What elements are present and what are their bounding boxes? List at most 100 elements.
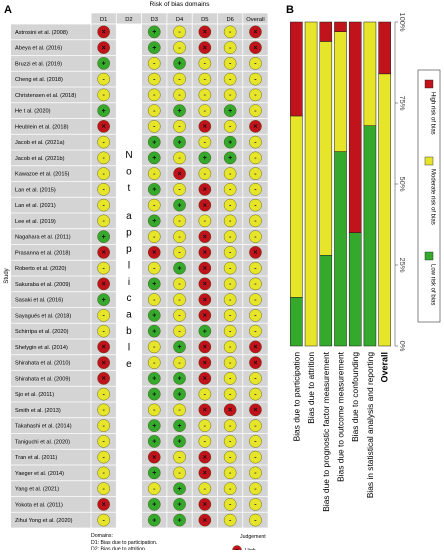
study-label: Sasaki et al. (2016) (15, 298, 63, 304)
risk-circle-d1 (97, 356, 110, 369)
risk-symbol: × (102, 250, 106, 257)
risk-circle-d4 (173, 135, 186, 149)
risk-symbol: - (178, 281, 181, 288)
risk-symbol: - (178, 328, 181, 335)
risk-symbol: × (203, 234, 207, 241)
risk-symbol: + (178, 108, 182, 115)
risk-circle-d6 (223, 356, 237, 369)
risk-symbol: - (153, 124, 156, 131)
risk-circle-d6 (223, 450, 237, 464)
risk-symbol: - (254, 517, 257, 524)
risk-circle-overall (249, 198, 262, 212)
risk-circle-overall (249, 72, 262, 86)
risk-symbol: + (152, 155, 156, 162)
category-label: Overall (380, 352, 390, 383)
risk-circle-d5 (198, 309, 212, 322)
risk-circle-d4 (173, 387, 186, 401)
risk-symbol: - (153, 108, 156, 115)
risk-symbol: - (254, 454, 257, 461)
risk-circle-d4 (173, 309, 186, 322)
risk-symbol: - (254, 297, 257, 304)
risk-circle-d4 (173, 104, 186, 117)
risk-symbol: + (178, 502, 182, 509)
risk-symbol: × (253, 407, 257, 414)
risk-circle-d3 (147, 513, 161, 527)
bar-segment-low-risk-of-bias (334, 151, 347, 347)
risk-circle-d1 (97, 261, 110, 275)
bar-segment-low-risk-of-bias (363, 125, 377, 347)
risk-circle-d6 (223, 214, 237, 228)
risk-symbol: + (152, 328, 156, 335)
risk-circle-d1 (97, 498, 110, 511)
risk-symbol: × (178, 171, 182, 178)
risk-circle-d5 (198, 277, 212, 291)
risk-symbol: + (102, 61, 106, 68)
risk-circle-d6 (223, 198, 237, 212)
risk-circle-d5 (198, 435, 212, 448)
risk-symbol: - (102, 92, 105, 99)
risk-symbol: - (204, 423, 207, 430)
bar-segment-moderate-risk-of-bias (304, 21, 318, 347)
column-header: D1 (100, 17, 107, 23)
risk-circle-d5 (198, 340, 212, 354)
risk-symbol: - (102, 470, 105, 477)
risk-circle-d1 (97, 104, 110, 117)
risk-circle-overall (249, 214, 262, 228)
category-label: Bias due to participation (291, 352, 301, 442)
study-label: Yokota et al. (2011) (15, 502, 63, 508)
risk-circle-d4 (173, 372, 186, 385)
column-header: Overall (246, 17, 264, 23)
risk-circle-d6 (223, 261, 237, 275)
risk-circle-d6 (223, 387, 237, 401)
risk-circle-d5 (198, 104, 212, 117)
risk-symbol: - (229, 124, 232, 131)
risk-circle-d3 (147, 450, 161, 464)
risk-symbol: + (228, 108, 232, 115)
risk-symbol: × (228, 407, 232, 414)
risk-symbol: × (152, 454, 156, 461)
risk-symbol: + (152, 313, 156, 320)
risk-circle-d3 (147, 246, 161, 259)
risk-symbol: - (229, 517, 232, 524)
risk-symbol: - (102, 313, 105, 320)
risk-symbol: + (102, 108, 106, 115)
bar-segment-moderate-risk-of-bias (290, 115, 303, 298)
risk-symbol: - (204, 218, 207, 225)
bar-segment-high-risk-of-bias (348, 21, 362, 233)
risk-circle-d3 (147, 88, 161, 102)
risk-symbol: - (254, 376, 257, 383)
study-label: Lan et al. (2015) (15, 187, 56, 193)
risk-circle-d6 (223, 498, 237, 511)
risk-circle-d3 (147, 498, 161, 511)
risk-circle-d1 (97, 324, 110, 338)
risk-symbol: - (229, 76, 232, 83)
risk-symbol: × (102, 29, 106, 36)
d2-note-letter: b (126, 326, 132, 337)
d2-note-letter: i (128, 277, 130, 288)
risk-circle-d1 (97, 435, 110, 448)
risk-circle-d3 (147, 482, 161, 495)
study-label: Sjo et al. (2011) (15, 392, 54, 398)
risk-symbol: × (203, 407, 207, 414)
risk-symbol: × (102, 124, 106, 131)
risk-symbol: - (204, 76, 207, 83)
risk-circle-d4 (173, 419, 186, 432)
risk-circle-d1 (97, 135, 110, 149)
risk-symbol: - (102, 439, 105, 446)
risk-symbol: × (253, 29, 257, 36)
risk-symbol: + (152, 281, 156, 288)
risk-circle-d5 (198, 151, 212, 165)
risk-circle-d1 (97, 230, 110, 243)
risk-circle-d1 (97, 72, 110, 86)
risk-symbol: + (102, 234, 106, 241)
risk-symbol: - (254, 202, 257, 209)
risk-symbol: - (229, 265, 232, 272)
study-label: Sakuraba et al. (2009) (15, 282, 70, 288)
risk-symbol: × (203, 502, 207, 509)
study-label: Roberto et al. (2020) (15, 266, 66, 272)
risk-circle-d6 (223, 25, 237, 39)
risk-symbol: - (102, 328, 105, 335)
risk-circle-overall (249, 498, 262, 511)
risk-symbol: - (178, 250, 181, 257)
risk-symbol: × (102, 376, 106, 383)
